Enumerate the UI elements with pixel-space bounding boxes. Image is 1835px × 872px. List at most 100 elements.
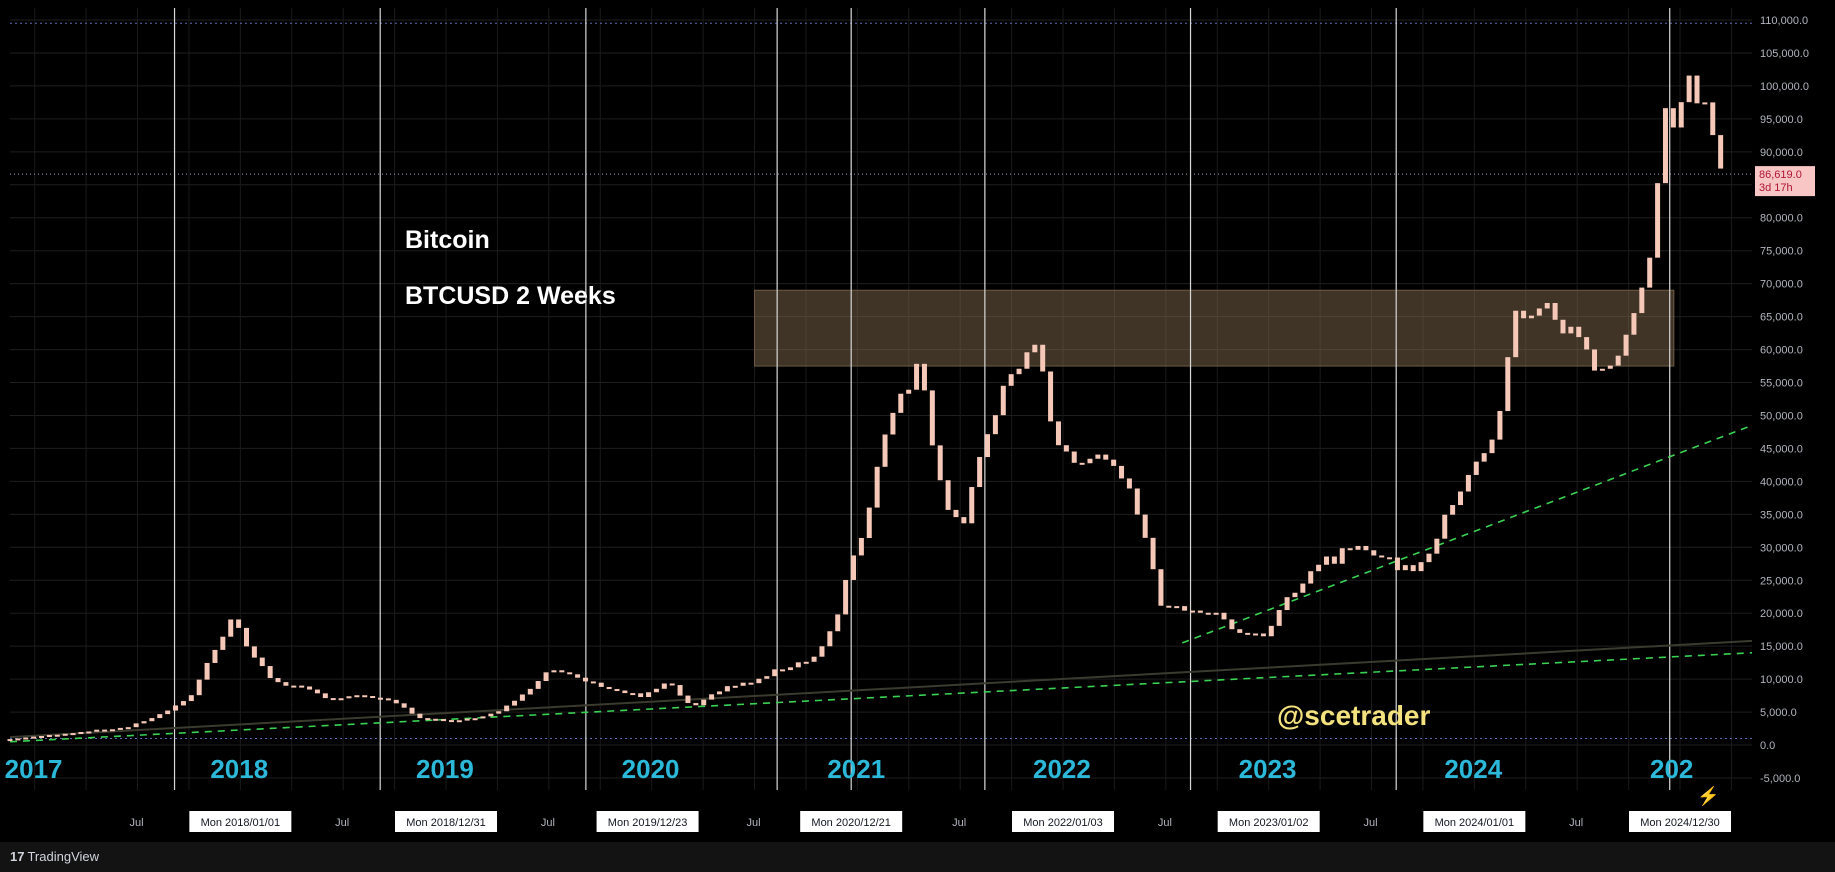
candle[interactable] xyxy=(882,434,888,467)
candle[interactable] xyxy=(330,698,336,701)
candle[interactable] xyxy=(1189,610,1195,613)
candle[interactable] xyxy=(456,720,462,723)
candle[interactable] xyxy=(1174,606,1180,609)
candle[interactable] xyxy=(448,720,454,723)
candle[interactable] xyxy=(716,691,722,695)
candle[interactable] xyxy=(1458,491,1464,506)
date-box[interactable] xyxy=(1217,811,1320,832)
candle[interactable] xyxy=(1584,337,1590,350)
candle[interactable] xyxy=(898,393,904,413)
candle[interactable] xyxy=(401,703,407,708)
candle[interactable] xyxy=(1544,302,1550,309)
candle[interactable] xyxy=(504,705,510,712)
candle[interactable] xyxy=(1655,183,1661,258)
candle[interactable] xyxy=(1536,308,1542,316)
candle[interactable] xyxy=(1268,625,1274,637)
x-axis[interactable]: 2017 2018 2019 2020 2021 2022 2023 2024 202 Jul Ju… xyxy=(5,754,1732,832)
candle[interactable] xyxy=(1032,344,1038,353)
candle[interactable] xyxy=(1592,349,1598,371)
candle[interactable] xyxy=(54,734,60,737)
candle[interactable] xyxy=(1599,368,1605,371)
candle[interactable] xyxy=(94,729,100,732)
candle[interactable] xyxy=(945,480,951,510)
candle[interactable] xyxy=(1615,355,1621,366)
candle[interactable] xyxy=(606,686,612,690)
candle[interactable] xyxy=(173,705,179,711)
candle[interactable] xyxy=(953,509,959,518)
candle[interactable] xyxy=(236,619,242,628)
candle[interactable] xyxy=(1197,610,1203,613)
candle[interactable] xyxy=(102,729,108,732)
candle[interactable] xyxy=(1260,633,1266,637)
candle[interactable] xyxy=(70,733,76,736)
candle[interactable] xyxy=(1513,310,1519,358)
candle[interactable] xyxy=(1670,108,1676,128)
candle[interactable] xyxy=(685,695,691,704)
candle[interactable] xyxy=(117,727,123,730)
candle[interactable] xyxy=(441,719,447,722)
candle[interactable] xyxy=(1450,505,1456,515)
date-box[interactable] xyxy=(1423,811,1526,832)
candle[interactable] xyxy=(772,669,778,677)
candle[interactable] xyxy=(1103,454,1109,460)
candle[interactable] xyxy=(858,538,864,556)
candle[interactable] xyxy=(1694,75,1700,104)
candle[interactable] xyxy=(1221,612,1227,620)
candle[interactable] xyxy=(646,692,652,697)
candle[interactable] xyxy=(299,685,305,688)
candle[interactable] xyxy=(362,695,368,698)
candle[interactable] xyxy=(472,718,478,721)
candle[interactable] xyxy=(527,688,533,695)
candle[interactable] xyxy=(1371,550,1377,556)
candle[interactable] xyxy=(512,700,518,706)
candle[interactable] xyxy=(1300,583,1306,593)
candle[interactable] xyxy=(969,487,975,524)
candle[interactable] xyxy=(338,698,344,701)
candle[interactable] xyxy=(1639,287,1645,314)
candle[interactable] xyxy=(267,666,273,679)
candle[interactable] xyxy=(204,662,210,680)
candle[interactable] xyxy=(228,619,234,637)
candle[interactable] xyxy=(1521,310,1527,319)
candle[interactable] xyxy=(425,718,431,721)
candle[interactable] xyxy=(212,649,218,663)
candle[interactable] xyxy=(622,690,628,694)
candle[interactable] xyxy=(1402,565,1408,571)
candle[interactable] xyxy=(811,656,817,662)
candle[interactable] xyxy=(133,723,139,728)
candle[interactable] xyxy=(433,718,439,721)
date-box[interactable] xyxy=(189,811,292,832)
candle[interactable] xyxy=(1387,557,1393,560)
candle[interactable] xyxy=(180,701,186,706)
candle[interactable] xyxy=(1410,565,1416,572)
resistance-zone[interactable] xyxy=(754,289,1675,367)
candle[interactable] xyxy=(756,678,762,684)
candles[interactable] xyxy=(7,75,1724,742)
candle[interactable] xyxy=(937,445,943,481)
candle[interactable] xyxy=(1024,352,1030,369)
date-box[interactable] xyxy=(596,811,699,832)
candle[interactable] xyxy=(906,389,912,394)
y-axis[interactable]: 110,000.0 105,000.0 100,000.0 95,000.0 90,00… xyxy=(1755,15,1815,785)
btc-chart[interactable]: 110,000.0 105,000.0 100,000.0 95,000.0 90,00… xyxy=(0,0,1835,842)
candle[interactable] xyxy=(385,698,391,701)
last-price-badge[interactable] xyxy=(1755,166,1815,197)
candle[interactable] xyxy=(291,685,297,688)
candle[interactable] xyxy=(653,688,659,693)
candle[interactable] xyxy=(1568,326,1574,334)
candle[interactable] xyxy=(1142,514,1148,538)
candle[interactable] xyxy=(1000,385,1006,416)
candle[interactable] xyxy=(1126,478,1132,489)
candle[interactable] xyxy=(125,727,131,730)
trendline-faint-ma[interactable] xyxy=(9,639,1753,739)
candle[interactable] xyxy=(1276,610,1282,626)
candle[interactable] xyxy=(1623,334,1629,356)
candle[interactable] xyxy=(1095,454,1101,459)
candle[interactable] xyxy=(488,713,494,717)
candle[interactable] xyxy=(590,681,596,684)
candle[interactable] xyxy=(39,736,45,739)
candle[interactable] xyxy=(819,646,825,657)
candle[interactable] xyxy=(1040,344,1046,372)
candle[interactable] xyxy=(188,695,194,702)
candle[interactable] xyxy=(378,697,384,700)
